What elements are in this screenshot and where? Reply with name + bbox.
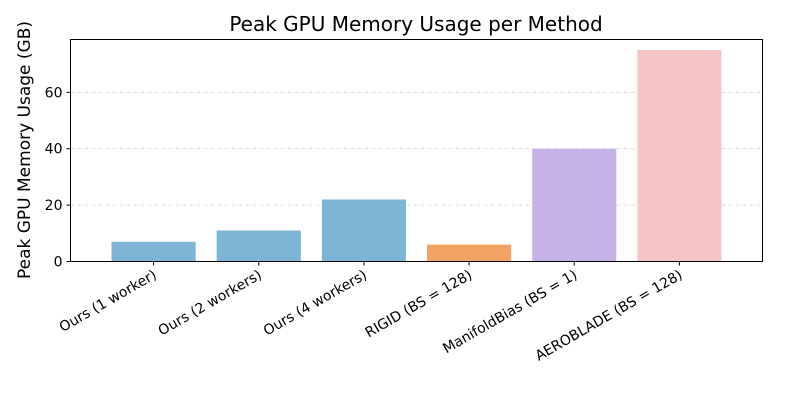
x-tick-label: RIGID (BS = 128) — [363, 267, 475, 341]
y-tick-label: 20 — [45, 198, 63, 214]
y-axis-label: Peak GPU Memory Usage (GB) — [15, 21, 35, 279]
y-tick-label: 40 — [45, 142, 63, 158]
chart-title: Peak GPU Memory Usage per Method — [229, 12, 602, 36]
x-tick-label: Ours (2 workers) — [156, 267, 265, 339]
y-tick-label: 60 — [45, 85, 63, 101]
bar — [111, 241, 196, 262]
y-tick-label: 0 — [54, 255, 63, 271]
bar — [321, 199, 406, 262]
bar — [637, 50, 722, 262]
plot-frame — [70, 39, 763, 262]
bar — [216, 230, 301, 262]
x-tick-label: Ours (1 worker) — [57, 267, 160, 336]
x-tick-label: Ours (4 workers) — [261, 267, 370, 339]
bar — [532, 148, 617, 262]
bar — [427, 244, 512, 262]
